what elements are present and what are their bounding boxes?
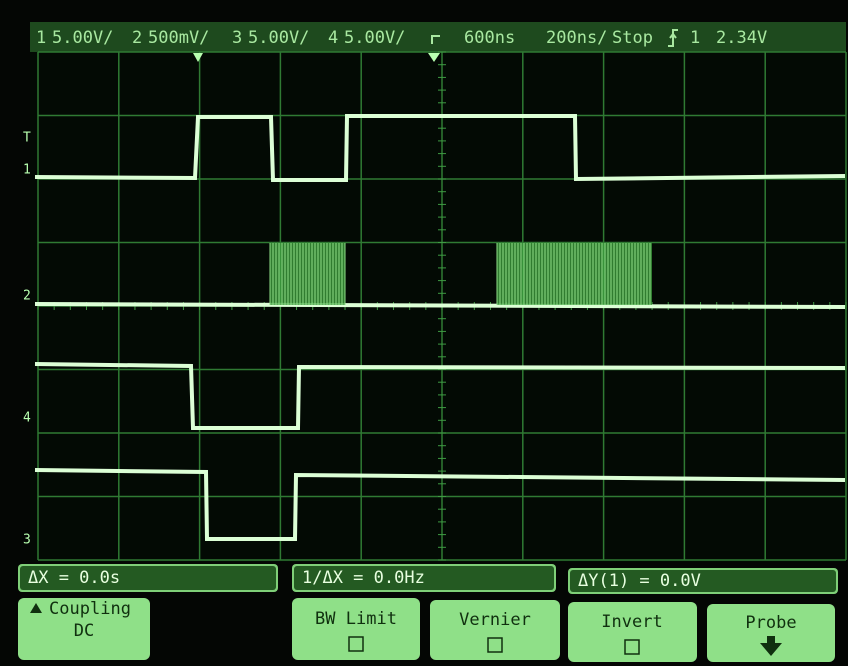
softkey[interactable]: Invert xyxy=(568,602,697,662)
softkey[interactable]: Vernier xyxy=(430,600,560,660)
channel-marker: 3 xyxy=(23,533,31,548)
delta-x: ΔX = 0.0s xyxy=(28,568,120,588)
down-arrow-icon xyxy=(767,636,775,644)
delta-y: ΔY(1) = 0.0V xyxy=(578,571,701,591)
channel-number: 1 xyxy=(36,28,46,48)
channel-marker: 1 xyxy=(23,163,31,178)
burst xyxy=(270,243,345,305)
softkey-face[interactable] xyxy=(568,602,697,662)
channel-number: 2 xyxy=(132,28,142,48)
trigger-level: 2.34V xyxy=(716,28,767,48)
softkey-value[interactable]: DC xyxy=(74,621,94,641)
softkey-face[interactable] xyxy=(430,600,560,660)
softkey-label[interactable]: Vernier xyxy=(459,610,531,630)
softkey[interactable]: Coupling DC xyxy=(18,598,150,660)
delay: 600ns xyxy=(464,28,515,48)
channel-marker: 2 xyxy=(23,289,31,304)
softkey-label[interactable]: Coupling xyxy=(49,599,131,619)
channel-number: 4 xyxy=(328,28,338,48)
channel-number: 3 xyxy=(232,28,242,48)
softkey[interactable]: BW Limit xyxy=(292,598,420,660)
oscilloscope-screen: 1 5.00V/ 2 500mV/ 3 5.00V/ 4 5.00V/ 600n… xyxy=(0,0,848,666)
run-state: Stop xyxy=(612,28,653,48)
softkey[interactable]: Probe xyxy=(707,604,835,662)
trigger-source: 1 xyxy=(690,28,700,48)
channel-scale: 5.00V/ xyxy=(52,28,113,48)
channel-marker: T xyxy=(23,131,31,146)
channel-scale: 5.00V/ xyxy=(248,28,309,48)
channel-scale: 5.00V/ xyxy=(344,28,405,48)
channel-scale: 500mV/ xyxy=(148,28,209,48)
inverse-delta-x: 1/ΔX = 0.0Hz xyxy=(302,568,425,588)
softkey-label[interactable]: BW Limit xyxy=(315,609,397,629)
softkey-label[interactable]: Invert xyxy=(601,612,662,632)
channel-marker: 4 xyxy=(23,411,31,426)
softkey-label[interactable]: Probe xyxy=(745,613,796,633)
time-scale: 200ns/ xyxy=(546,28,607,48)
